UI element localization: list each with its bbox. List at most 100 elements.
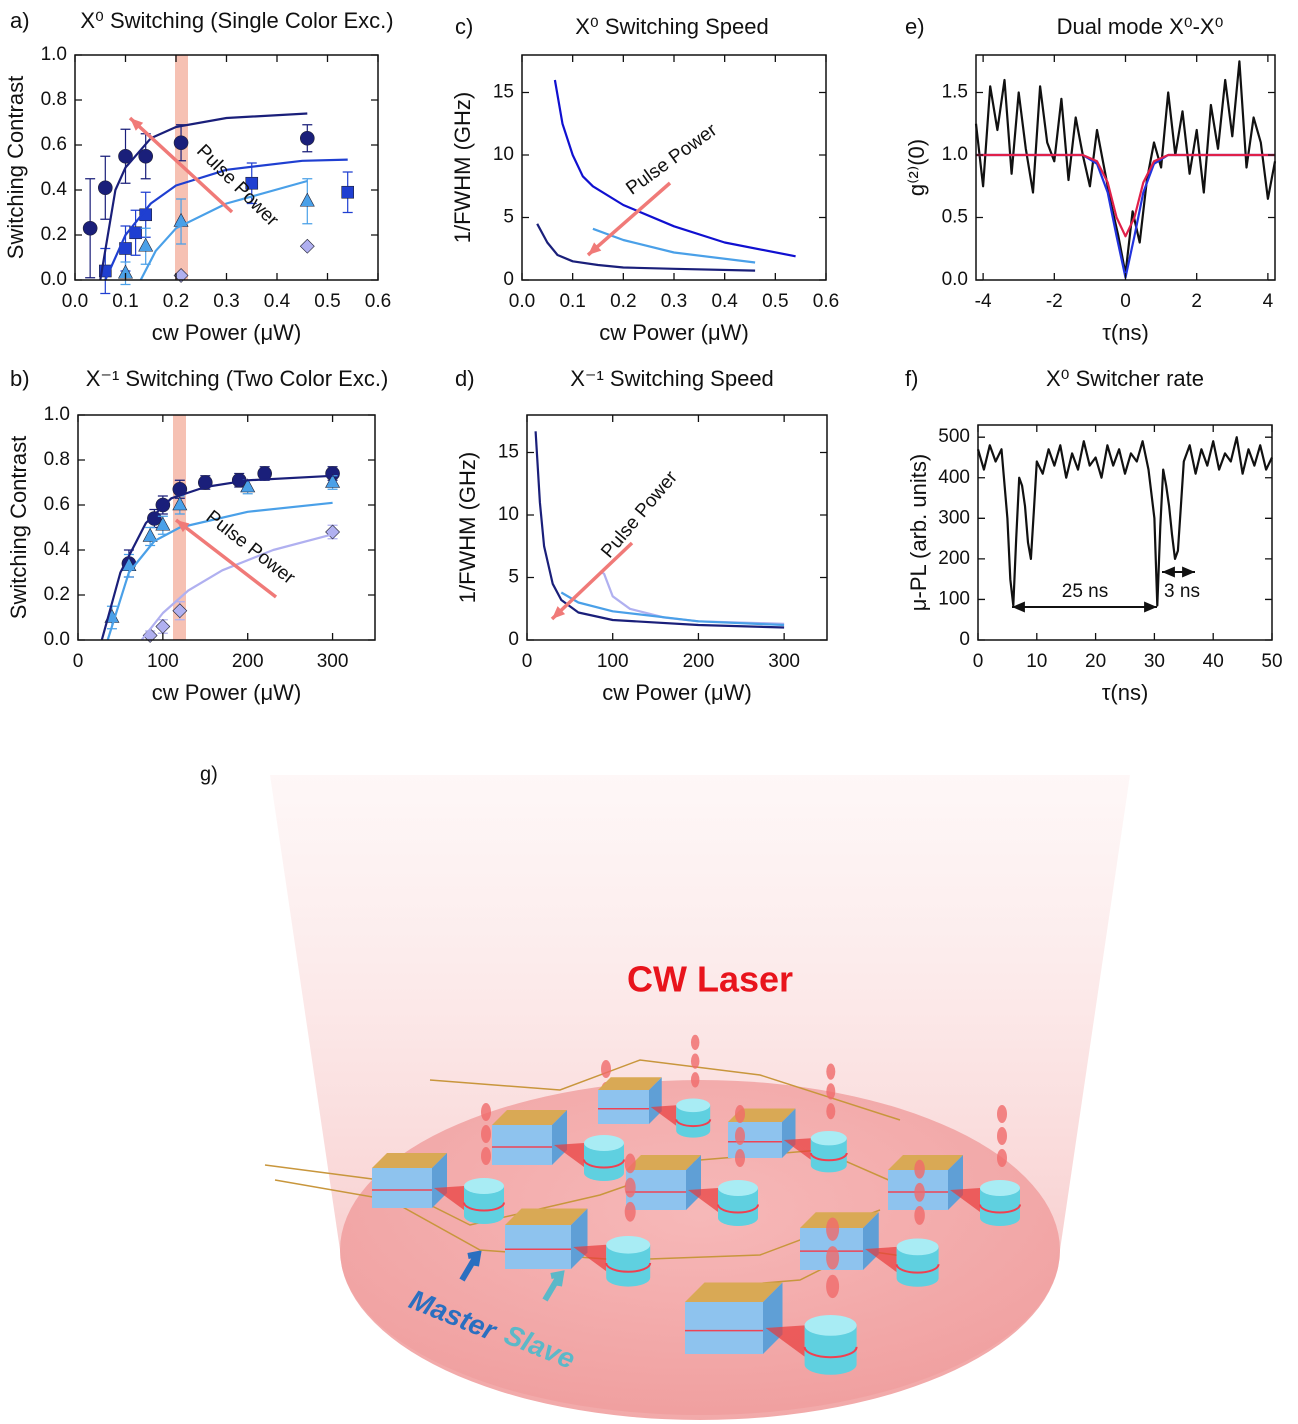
x-tick-label: 4 [1263, 291, 1274, 312]
x-axis-label: cw Power (μW) [599, 320, 749, 345]
photon [826, 1083, 836, 1100]
y-tick-label: 15 [493, 82, 514, 103]
photon [601, 1060, 611, 1078]
point [325, 524, 340, 540]
y-tick-label: 5 [508, 567, 519, 588]
emission [650, 1105, 677, 1126]
cylinder-top [464, 1178, 504, 1194]
line [140, 533, 333, 641]
emission [554, 1143, 584, 1167]
emission [865, 1246, 897, 1273]
x-tick-label: 20 [1085, 651, 1106, 672]
y-tick-label: 5 [503, 207, 514, 228]
x-tick-label: 10 [1026, 651, 1047, 672]
x-tick-label: 300 [768, 651, 800, 672]
point [299, 130, 315, 146]
annotation: Pulse Power [622, 119, 721, 199]
chart-title: Dual mode X⁰-X⁰ [1057, 14, 1224, 39]
photon [735, 1105, 745, 1123]
photon [826, 1217, 840, 1241]
cylinder-body [584, 1143, 624, 1181]
arrow [586, 181, 672, 257]
x-tick-label: 0.3 [213, 291, 239, 312]
arrow-head [1182, 566, 1195, 578]
x-tick-label: 40 [1203, 651, 1224, 672]
plot-area [974, 60, 1277, 279]
x-tick-label: 200 [683, 651, 715, 672]
photon [997, 1149, 1007, 1167]
arrow [174, 518, 278, 599]
line [976, 153, 1275, 238]
cylinder-band [979, 1204, 1021, 1214]
line [106, 501, 333, 641]
x-tick-label: 0 [522, 651, 533, 672]
x-tick-label: 30 [1144, 651, 1165, 672]
x-tick-label: 0.0 [62, 291, 88, 312]
point [245, 176, 259, 190]
x-tick-label: 0 [973, 651, 984, 672]
device-top [505, 1208, 588, 1225]
photon [826, 1274, 840, 1299]
x-tick-label: 200 [232, 651, 264, 672]
y-tick-label: 0.6 [44, 494, 70, 515]
wire [429, 1059, 901, 1121]
axes-frame [977, 424, 1273, 641]
point [138, 148, 153, 164]
cylinder-band [895, 1264, 940, 1274]
device [505, 1153, 652, 1287]
point [118, 148, 133, 164]
cylinder-top [980, 1180, 1020, 1196]
cylinder-band [809, 1152, 848, 1162]
x-tick-label: 0.6 [365, 291, 391, 312]
emission [765, 1325, 805, 1357]
line [974, 60, 1277, 275]
plot-area [536, 79, 796, 272]
annotation: 3 ns [1164, 581, 1200, 602]
annotation: 25 ns [1062, 581, 1108, 602]
device-top [728, 1108, 796, 1122]
x-axis-label: τ(ns) [1102, 680, 1149, 705]
y-tick-label: 0.4 [41, 179, 68, 200]
photon [690, 1034, 700, 1051]
x-axis-label: cw Power (μW) [152, 320, 302, 345]
cylinder-top [896, 1238, 939, 1256]
point [98, 180, 113, 196]
device [372, 1103, 505, 1224]
point [299, 192, 315, 207]
y-tick-label: 15 [498, 442, 519, 463]
point [299, 238, 315, 254]
cylinder-top [810, 1131, 847, 1146]
emission [688, 1188, 718, 1212]
line [534, 431, 785, 629]
x-axis-label: τ(ns) [1102, 320, 1149, 345]
line [560, 591, 785, 627]
y-axis-label: 1/FWHM (GHz) [455, 452, 480, 604]
panel-label: a) [10, 8, 30, 33]
cylinder-band [583, 1159, 625, 1169]
cylinder-body [896, 1246, 939, 1287]
chart: c) X⁰ Switching Speed 0.0 0.1 0.2 0.3 0.4 0.5 0.… [450, 14, 839, 345]
chart: e) Dual mode X⁰-X⁰ -4 -2 0 2 4 0.0 0.5 1.0 1.5 τ(ns… [904, 14, 1277, 345]
illustration: g) CW Laser Master Slave [200, 763, 1130, 1420]
photon [735, 1149, 745, 1167]
y-tick-label: 0.0 [942, 269, 968, 290]
cylinder-band [717, 1204, 759, 1214]
chart: b) X⁻¹ Switching (Two Color Exc.) 0 100 200 3… [6, 366, 388, 705]
y-axis-label: μ-PL (arb. units) [906, 454, 931, 611]
cylinder-top [606, 1236, 651, 1254]
photon [914, 1205, 925, 1225]
cylinder-band [605, 1262, 652, 1273]
device-top [598, 1077, 662, 1090]
plot-area [100, 466, 341, 643]
annotation: Pulse Power [597, 467, 682, 563]
point [172, 496, 188, 511]
emission [950, 1188, 980, 1212]
x-tick-label: -2 [1046, 291, 1063, 312]
line [553, 79, 796, 258]
x-tick-label: 0.1 [112, 291, 138, 312]
x-tick-label: 0 [1120, 291, 1131, 312]
cylinder-top [718, 1180, 758, 1196]
arrow-head [552, 606, 566, 619]
point [138, 237, 154, 252]
